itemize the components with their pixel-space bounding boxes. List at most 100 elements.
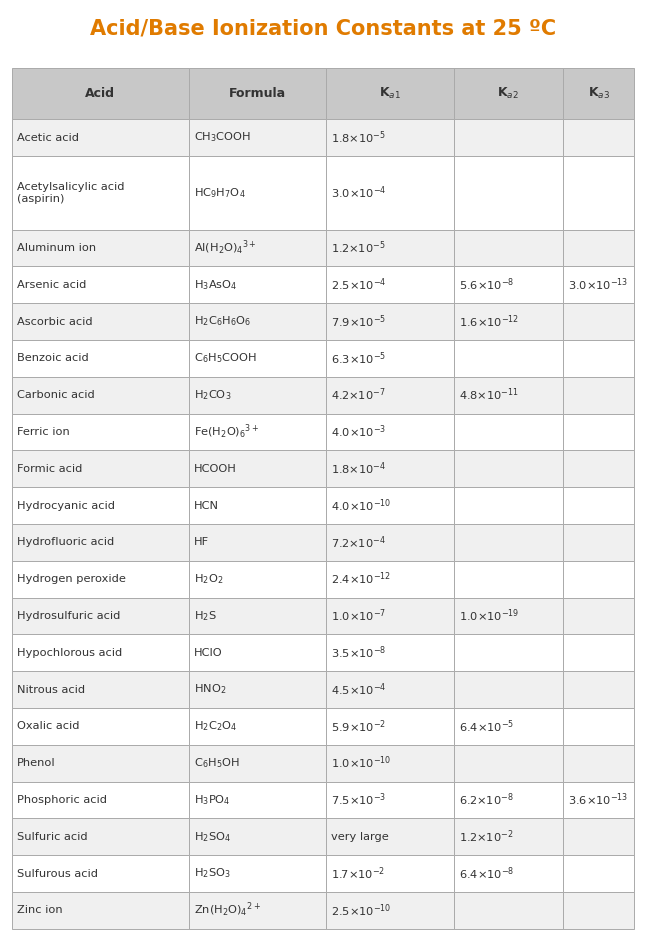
Bar: [453, 414, 563, 450]
Text: H$_2$C$_2$O$_4$: H$_2$C$_2$O$_4$: [194, 719, 237, 733]
Bar: [563, 377, 634, 414]
Text: 1.8×10$^{-4}$: 1.8×10$^{-4}$: [331, 461, 386, 478]
Text: Formic acid: Formic acid: [17, 463, 82, 474]
Bar: [189, 414, 326, 450]
Text: CH$_3$COOH: CH$_3$COOH: [194, 131, 251, 145]
Bar: [189, 561, 326, 598]
Bar: [326, 68, 453, 119]
Bar: [12, 819, 189, 855]
Text: 3.5×10$^{-8}$: 3.5×10$^{-8}$: [331, 645, 387, 661]
Bar: [326, 634, 453, 671]
Text: Ferric ion: Ferric ion: [17, 427, 70, 437]
Bar: [453, 634, 563, 671]
Text: 3.6×10$^{-13}$: 3.6×10$^{-13}$: [568, 791, 629, 808]
Bar: [12, 487, 189, 524]
Bar: [12, 781, 189, 819]
Text: HF: HF: [194, 538, 209, 547]
Text: H$_2$O$_2$: H$_2$O$_2$: [194, 572, 224, 586]
Text: Sulfurous acid: Sulfurous acid: [17, 869, 98, 879]
Bar: [189, 304, 326, 340]
Bar: [189, 708, 326, 744]
Bar: [189, 671, 326, 708]
Bar: [453, 340, 563, 377]
Bar: [453, 708, 563, 744]
Bar: [189, 450, 326, 487]
Text: H$_3$AsO$_4$: H$_3$AsO$_4$: [194, 278, 238, 291]
Bar: [189, 819, 326, 855]
Text: HC$_9$H$_7$O$_4$: HC$_9$H$_7$O$_4$: [194, 186, 246, 199]
Text: 6.4×10$^{-5}$: 6.4×10$^{-5}$: [459, 718, 514, 735]
Text: Acid: Acid: [85, 86, 116, 100]
Text: HNO$_2$: HNO$_2$: [194, 682, 227, 697]
Text: Acetic acid: Acetic acid: [17, 133, 79, 143]
Text: Phosphoric acid: Phosphoric acid: [17, 795, 107, 805]
Text: C$_6$H$_5$OH: C$_6$H$_5$OH: [194, 757, 240, 770]
Text: 7.2×10$^{-4}$: 7.2×10$^{-4}$: [331, 534, 386, 551]
Text: 1.0×10$^{-19}$: 1.0×10$^{-19}$: [459, 607, 519, 624]
Bar: [189, 68, 326, 119]
Bar: [326, 561, 453, 598]
Text: H$_2$CO$_3$: H$_2$CO$_3$: [194, 388, 232, 402]
Bar: [189, 634, 326, 671]
Bar: [189, 119, 326, 156]
Text: Hydrocyanic acid: Hydrocyanic acid: [17, 501, 115, 510]
Bar: [12, 708, 189, 744]
Bar: [453, 304, 563, 340]
Bar: [326, 708, 453, 744]
Bar: [563, 634, 634, 671]
Bar: [453, 119, 563, 156]
Bar: [326, 487, 453, 524]
Text: Aluminum ion: Aluminum ion: [17, 243, 96, 253]
Bar: [326, 744, 453, 781]
Bar: [453, 450, 563, 487]
Bar: [563, 892, 634, 929]
Bar: [12, 229, 189, 266]
Text: HCOOH: HCOOH: [194, 463, 237, 474]
Text: 6.4×10$^{-8}$: 6.4×10$^{-8}$: [459, 865, 514, 882]
Bar: [453, 377, 563, 414]
Bar: [12, 524, 189, 561]
Bar: [453, 744, 563, 781]
Bar: [12, 414, 189, 450]
Text: 2.5×10$^{-4}$: 2.5×10$^{-4}$: [331, 276, 387, 293]
Bar: [563, 68, 634, 119]
Bar: [326, 156, 453, 229]
Text: Nitrous acid: Nitrous acid: [17, 684, 85, 695]
Bar: [563, 819, 634, 855]
Bar: [326, 671, 453, 708]
Bar: [326, 377, 453, 414]
Bar: [453, 266, 563, 304]
Text: Hypochlorous acid: Hypochlorous acid: [17, 648, 122, 658]
Bar: [326, 304, 453, 340]
Bar: [563, 781, 634, 819]
Bar: [12, 450, 189, 487]
Text: K$_{a3}$: K$_{a3}$: [588, 86, 610, 101]
Bar: [12, 634, 189, 671]
Text: 5.9×10$^{-2}$: 5.9×10$^{-2}$: [331, 718, 386, 735]
Bar: [326, 855, 453, 892]
Bar: [563, 744, 634, 781]
Bar: [326, 819, 453, 855]
Text: Acetylsalicylic acid
(aspirin): Acetylsalicylic acid (aspirin): [17, 182, 124, 204]
Bar: [189, 340, 326, 377]
Bar: [12, 266, 189, 304]
Text: 3.0×10$^{-4}$: 3.0×10$^{-4}$: [331, 184, 387, 201]
Text: Zn(H$_2$O)$_4$$^{2+}$: Zn(H$_2$O)$_4$$^{2+}$: [194, 901, 261, 919]
Text: H$_2$SO$_3$: H$_2$SO$_3$: [194, 867, 231, 881]
Bar: [453, 524, 563, 561]
Bar: [189, 156, 326, 229]
Bar: [563, 266, 634, 304]
Bar: [563, 304, 634, 340]
Bar: [563, 229, 634, 266]
Text: Oxalic acid: Oxalic acid: [17, 721, 79, 731]
Bar: [326, 229, 453, 266]
Text: HClO: HClO: [194, 648, 223, 658]
Bar: [189, 598, 326, 635]
Bar: [189, 892, 326, 929]
Bar: [12, 744, 189, 781]
Text: Carbonic acid: Carbonic acid: [17, 390, 94, 400]
Bar: [326, 524, 453, 561]
Text: HCN: HCN: [194, 501, 219, 510]
Bar: [326, 414, 453, 450]
Text: Ascorbic acid: Ascorbic acid: [17, 317, 92, 326]
